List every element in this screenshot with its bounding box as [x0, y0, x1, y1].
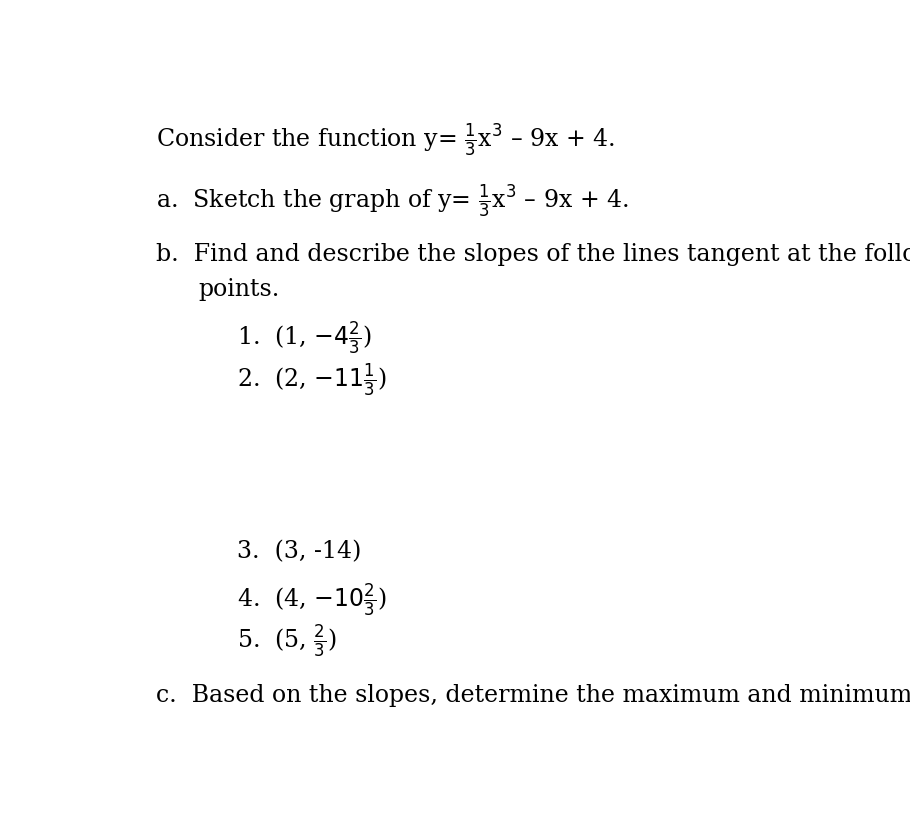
Text: Consider the function y= $\frac{1}{3}$x$^{3}$ – 9x + 4.: Consider the function y= $\frac{1}{3}$x$…: [157, 122, 615, 159]
Text: 4.  (4, $-10\frac{2}{3}$): 4. (4, $-10\frac{2}{3}$): [238, 580, 387, 618]
Text: c.  Based on the slopes, determine the maximum and minimum point.: c. Based on the slopes, determine the ma…: [157, 683, 910, 705]
Text: 5.  (5, $\frac{2}{3}$): 5. (5, $\frac{2}{3}$): [238, 622, 337, 659]
Text: 3.  (3, -14): 3. (3, -14): [238, 539, 361, 562]
Text: points.: points.: [198, 278, 279, 301]
Text: a.  Sketch the graph of y= $\frac{1}{3}$x$^{3}$ – 9x + 4.: a. Sketch the graph of y= $\frac{1}{3}$x…: [157, 182, 629, 219]
Text: 1.  (1, $-4\frac{2}{3}$): 1. (1, $-4\frac{2}{3}$): [238, 320, 371, 357]
Text: 2.  (2, $-11\frac{1}{3}$): 2. (2, $-11\frac{1}{3}$): [238, 361, 387, 398]
Text: b.  Find and describe the slopes of the lines tangent at the following: b. Find and describe the slopes of the l…: [157, 243, 910, 266]
